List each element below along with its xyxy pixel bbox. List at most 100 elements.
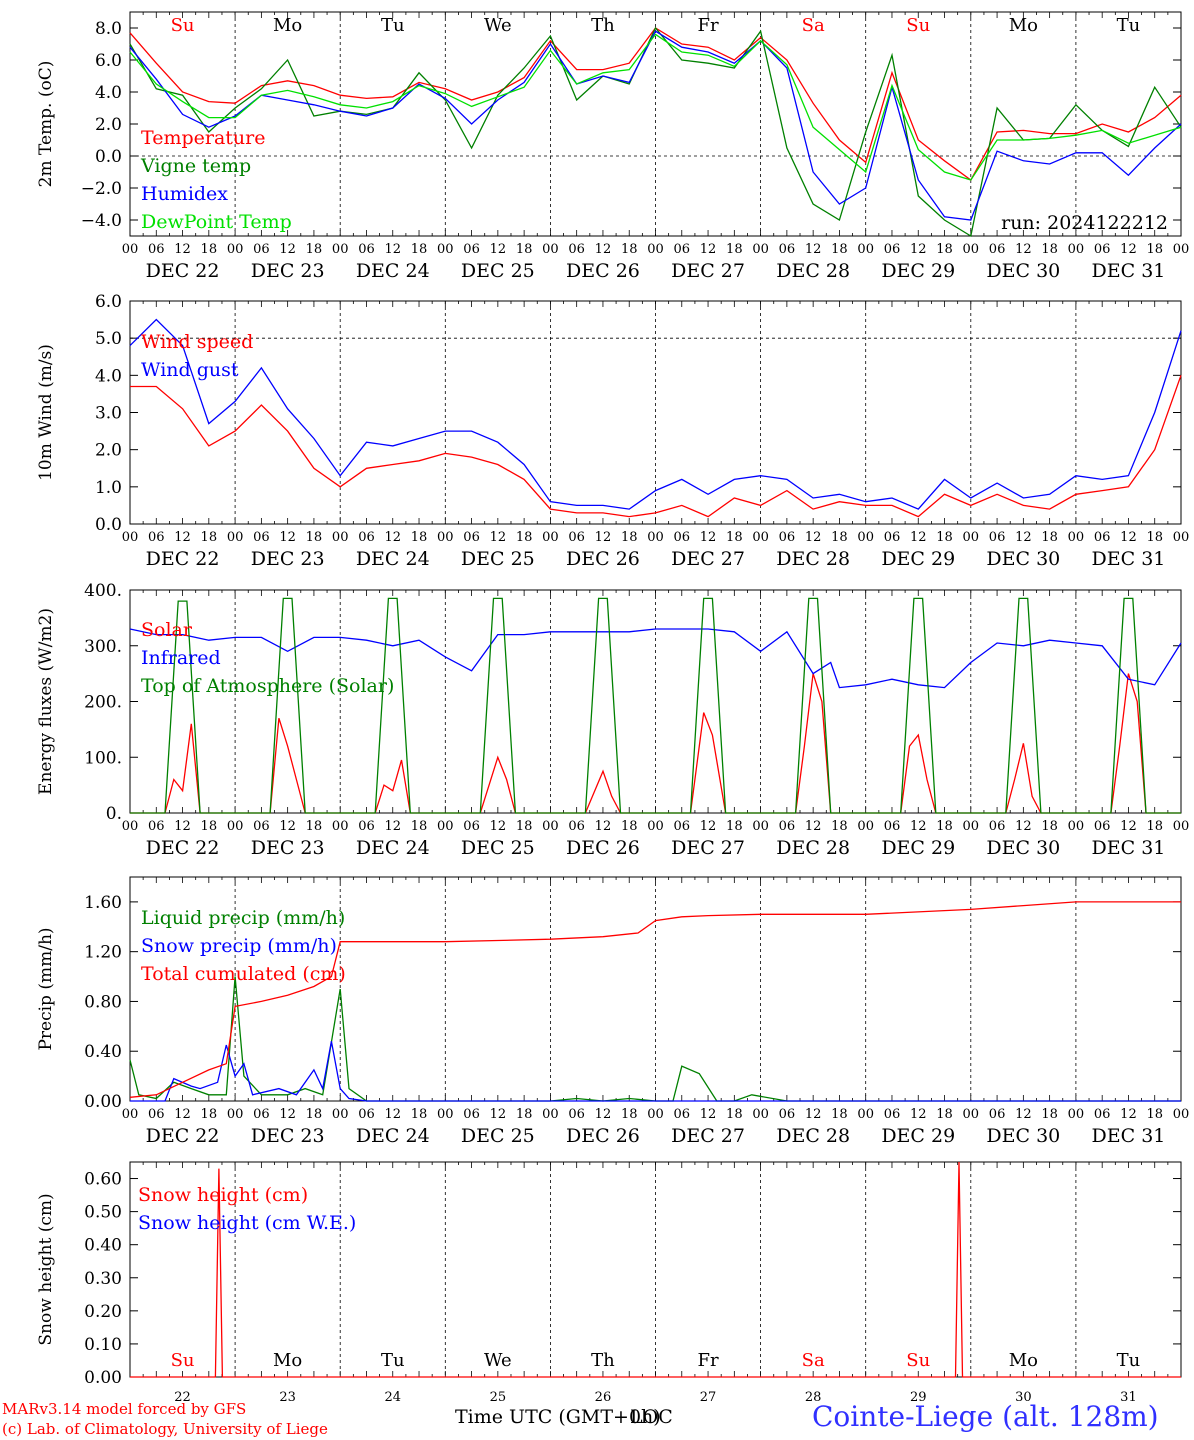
hour-label: 06 [884, 530, 901, 545]
hour-label: 12 [1120, 530, 1137, 545]
hour-label: 00 [437, 1107, 454, 1122]
hour-label: 00 [542, 1107, 559, 1122]
hour-label: 18 [936, 1107, 953, 1122]
y-tick-label: 4.0 [95, 366, 122, 386]
day-number-label: 27 [700, 1390, 717, 1405]
hour-label: 00 [752, 819, 769, 834]
hour-label: 12 [279, 242, 296, 257]
x-axis-title: Time UTC (GMT+0h) [455, 1406, 661, 1428]
y-tick-label: 0.00 [84, 1368, 122, 1388]
legend-entry: Temperature [141, 127, 265, 149]
hour-label: 12 [384, 242, 401, 257]
date-label: DEC 30 [986, 548, 1060, 570]
hour-label: 18 [411, 819, 428, 834]
hour-label: 12 [805, 1107, 822, 1122]
date-label: DEC 30 [986, 1125, 1060, 1147]
legend-entry: Snow height (cm W.E.) [138, 1212, 356, 1234]
hour-label: 18 [936, 819, 953, 834]
legend-entry: Snow precip (mm/h) [141, 935, 337, 957]
hour-label: 00 [963, 242, 980, 257]
hour-label: 18 [831, 1107, 848, 1122]
date-label: DEC 25 [461, 548, 535, 570]
hour-label: 12 [595, 1107, 612, 1122]
date-label: DEC 25 [461, 260, 535, 282]
hour-label: 06 [148, 1107, 165, 1122]
weekday-label: Su [171, 15, 195, 36]
weekday-label: Mo [273, 1350, 302, 1371]
hour-label: 06 [148, 242, 165, 257]
hour-label: 18 [306, 819, 323, 834]
hour-label: 12 [910, 1107, 927, 1122]
hour-label: 06 [989, 819, 1006, 834]
hour-label: 12 [1120, 819, 1137, 834]
hour-label: 00 [227, 819, 244, 834]
y-tick-label: 8.0 [95, 19, 122, 39]
hour-label: 18 [831, 530, 848, 545]
hour-label: 12 [1015, 1107, 1032, 1122]
hour-label: 12 [595, 530, 612, 545]
hour-label: 18 [621, 242, 638, 257]
panel-2: 0.0 1.0 2.0 3.0 4.0 5.0 6.0 10m Wind (m/s) Wind … [36, 292, 1189, 570]
hour-label: 06 [358, 530, 375, 545]
date-label: DEC 27 [671, 1125, 745, 1147]
y-tick-label: 0.50 [84, 1203, 122, 1223]
hour-label: 18 [726, 530, 743, 545]
legend-entry: DewPoint Temp [141, 211, 292, 233]
y-tick-label: 400. [84, 581, 122, 601]
weekday-label: Su [171, 1350, 195, 1371]
date-label: DEC 23 [251, 260, 325, 282]
hour-label: 12 [700, 1107, 717, 1122]
hour-label: 12 [174, 1107, 191, 1122]
date-label: DEC 22 [146, 260, 220, 282]
weekday-label: Th [591, 15, 615, 36]
date-label: DEC 23 [251, 548, 325, 570]
date-label: DEC 29 [881, 260, 955, 282]
hour-label: 06 [358, 1107, 375, 1122]
hour-label: 18 [936, 530, 953, 545]
hour-label: 06 [463, 1107, 480, 1122]
hour-label: 00 [332, 242, 349, 257]
date-label: DEC 25 [461, 837, 535, 859]
hour-label: 06 [1094, 242, 1111, 257]
hour-label: 06 [989, 242, 1006, 257]
hour-label: 12 [384, 819, 401, 834]
hour-label: 06 [674, 819, 691, 834]
hour-label: 18 [1146, 819, 1163, 834]
hour-label: 00 [122, 1107, 139, 1122]
hour-label: 18 [306, 242, 323, 257]
date-label: DEC 26 [566, 837, 640, 859]
hour-label: 18 [516, 530, 533, 545]
hour-label: 00 [857, 819, 874, 834]
legend-entry: Humidex [141, 183, 228, 205]
y-tick-label: 300. [84, 637, 122, 657]
hour-label: 00 [647, 1107, 664, 1122]
hour-label: 06 [674, 1107, 691, 1122]
hour-label: 12 [174, 819, 191, 834]
hour-label: 06 [1094, 819, 1111, 834]
date-label: DEC 27 [671, 837, 745, 859]
hour-label: 18 [1146, 242, 1163, 257]
y-tick-label: 1.60 [84, 893, 122, 913]
hour-label: 06 [674, 530, 691, 545]
hour-label: 00 [647, 530, 664, 545]
y-tick-label: 4.0 [95, 83, 122, 103]
weekday-label: We [484, 1350, 512, 1371]
day-number-label: 24 [384, 1390, 401, 1405]
y-axis-label: 2m Temp. (oC) [36, 61, 56, 188]
hour-label: 12 [490, 819, 507, 834]
date-label: DEC 24 [356, 260, 430, 282]
hour-label: 00 [1173, 242, 1190, 257]
hour-label: 12 [595, 819, 612, 834]
day-number-label: 31 [1120, 1390, 1137, 1405]
weekday-label: Sa [802, 15, 825, 36]
hour-label: 18 [1041, 530, 1058, 545]
weekday-label: Mo [273, 15, 302, 36]
hour-label: 18 [516, 242, 533, 257]
panel-4: 0.00 0.40 0.80 1.20 1.60 Precip (mm/h) Liquid … [36, 876, 1189, 1147]
hour-label: 00 [1173, 819, 1190, 834]
hour-label: 12 [384, 1107, 401, 1122]
hour-label: 00 [332, 819, 349, 834]
hour-label: 06 [779, 530, 796, 545]
hour-label: 12 [279, 530, 296, 545]
